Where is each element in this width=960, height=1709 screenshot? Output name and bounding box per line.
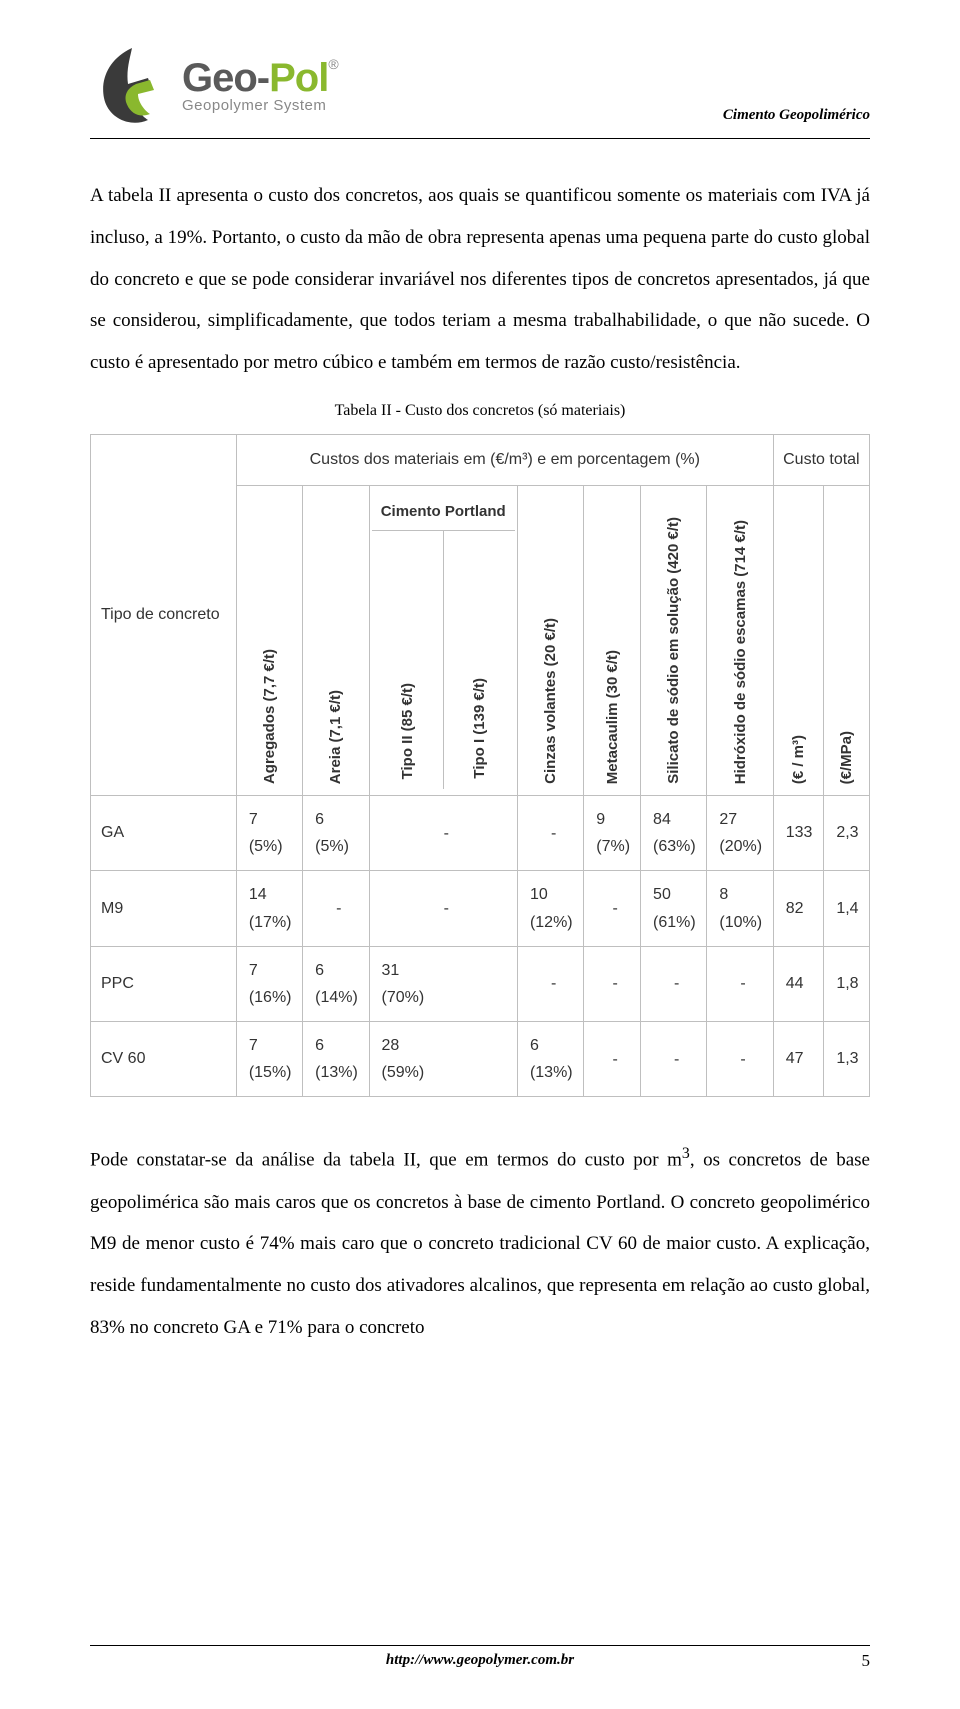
cell-value: 10(12%) (517, 871, 583, 946)
brand-dash: - (257, 56, 269, 100)
footer-page-number: 5 (862, 1651, 871, 1671)
cell-value: - (641, 1022, 707, 1097)
cell-value: 14(17%) (236, 871, 302, 946)
cell-value: - (707, 1022, 773, 1097)
cell-value: 84(63%) (641, 795, 707, 870)
cell-value: 28(59%) (369, 1022, 517, 1097)
logo-icon (90, 40, 170, 130)
paragraph-1: A tabela II apresenta o custo dos concre… (90, 175, 870, 384)
cell-total-mpa: 1,4 (824, 871, 870, 946)
cell-value: 6(13%) (517, 1022, 583, 1097)
table-row: M914(17%)--10(12%)-50(61%)8(10%)821,4 (91, 871, 870, 946)
para2-text: Pode constatar-se da análise da tabela I… (90, 1137, 870, 1348)
page-footer: http://www.geopolymer.com.br 5 (90, 1645, 870, 1669)
footer-divider (90, 1645, 870, 1646)
cell-value: 6(5%) (303, 795, 369, 870)
cell-value: - (369, 871, 517, 946)
table-row: GA7(5%)6(5%)--9(7%)84(63%)27(20%)1332,3 (91, 795, 870, 870)
row-name: M9 (91, 871, 237, 946)
table-row: PPC7(16%)6(14%)31(70%)----441,8 (91, 946, 870, 1021)
col-metacaulim: Metacaulim (30 €/t) (584, 485, 641, 795)
col-agregados: Agregados (7,7 €/t) (236, 485, 302, 795)
cell-value: - (369, 795, 517, 870)
portland-top: Cimento Portland (372, 492, 515, 531)
col-areia: Areia (7,1 €/t) (303, 485, 369, 795)
cell-value: - (641, 946, 707, 1021)
cost-table: Tipo de concreto Custos dos materiais em… (90, 434, 870, 1098)
col-eur-m3: (€ / m³) (773, 485, 824, 795)
cell-total-mpa: 2,3 (824, 795, 870, 870)
cell-total-m3: 82 (773, 871, 824, 946)
col-cinzas: Cinzas volantes (20 €/t) (517, 485, 583, 795)
cell-value: 50(61%) (641, 871, 707, 946)
cell-total-m3: 47 (773, 1022, 824, 1097)
cell-total-mpa: 1,8 (824, 946, 870, 1021)
cell-value: - (584, 871, 641, 946)
col-tipo: Tipo de concreto (91, 434, 237, 795)
cell-value: - (517, 946, 583, 1021)
col-portland: Cimento Portland Tipo II (85 €/t) Tipo I… (369, 485, 517, 795)
cell-value: - (584, 1022, 641, 1097)
brand-geo: Geo (182, 56, 257, 100)
table-row: CV 607(15%)6(13%)28(59%)6(13%)---471,3 (91, 1022, 870, 1097)
brand-reg: ® (328, 56, 337, 72)
col-group-total: Custo total (773, 434, 869, 485)
cell-total-mpa: 1,3 (824, 1022, 870, 1097)
cell-value: - (584, 946, 641, 1021)
brand-pol: Pol (269, 56, 328, 100)
cell-value: 31(70%) (369, 946, 517, 1021)
logo-text: Geo-Pol® Geopolymer System (182, 56, 338, 114)
col-hidroxido: Hidróxido de sódio escamas (714 €/t) (707, 485, 773, 795)
paragraph-2: Pode constatar-se da análise da tabela I… (90, 1137, 870, 1348)
cell-value: 6(13%) (303, 1022, 369, 1097)
cell-value: - (517, 795, 583, 870)
cell-total-m3: 44 (773, 946, 824, 1021)
cell-value: 9(7%) (584, 795, 641, 870)
brand-name: Geo-Pol® (182, 56, 338, 101)
page-header: Geo-Pol® Geopolymer System Cimento Geopo… (90, 40, 870, 130)
cell-value: - (303, 871, 369, 946)
para1-text: A tabela II apresenta o custo dos concre… (90, 175, 870, 384)
document-title: Cimento Geopolimérico (723, 107, 870, 124)
footer-url: http://www.geopolymer.com.br (386, 1652, 574, 1669)
cell-value: 7(16%) (236, 946, 302, 1021)
row-name: GA (91, 795, 237, 870)
cell-value: 7(15%) (236, 1022, 302, 1097)
col-silicato: Silicato de sódio em solução (420 €/t) (641, 485, 707, 795)
cell-total-m3: 133 (773, 795, 824, 870)
cell-value: - (707, 946, 773, 1021)
cell-value: 6(14%) (303, 946, 369, 1021)
cell-value: 7(5%) (236, 795, 302, 870)
col-portland-tipo2: Tipo II (85 €/t) (372, 531, 444, 789)
table-caption: Tabela II - Custo dos concretos (só mate… (90, 402, 870, 420)
cell-value: 8(10%) (707, 871, 773, 946)
cell-value: 27(20%) (707, 795, 773, 870)
row-name: CV 60 (91, 1022, 237, 1097)
row-name: PPC (91, 946, 237, 1021)
header-divider (90, 138, 870, 139)
col-eur-mpa: (€/MPa) (824, 485, 870, 795)
col-portland-tipo1: Tipo I (139 €/t) (443, 531, 515, 789)
logo-block: Geo-Pol® Geopolymer System (90, 40, 338, 130)
brand-tagline: Geopolymer System (182, 97, 338, 114)
col-group-costs: Custos dos materiais em (€/m³) e em porc… (236, 434, 773, 485)
